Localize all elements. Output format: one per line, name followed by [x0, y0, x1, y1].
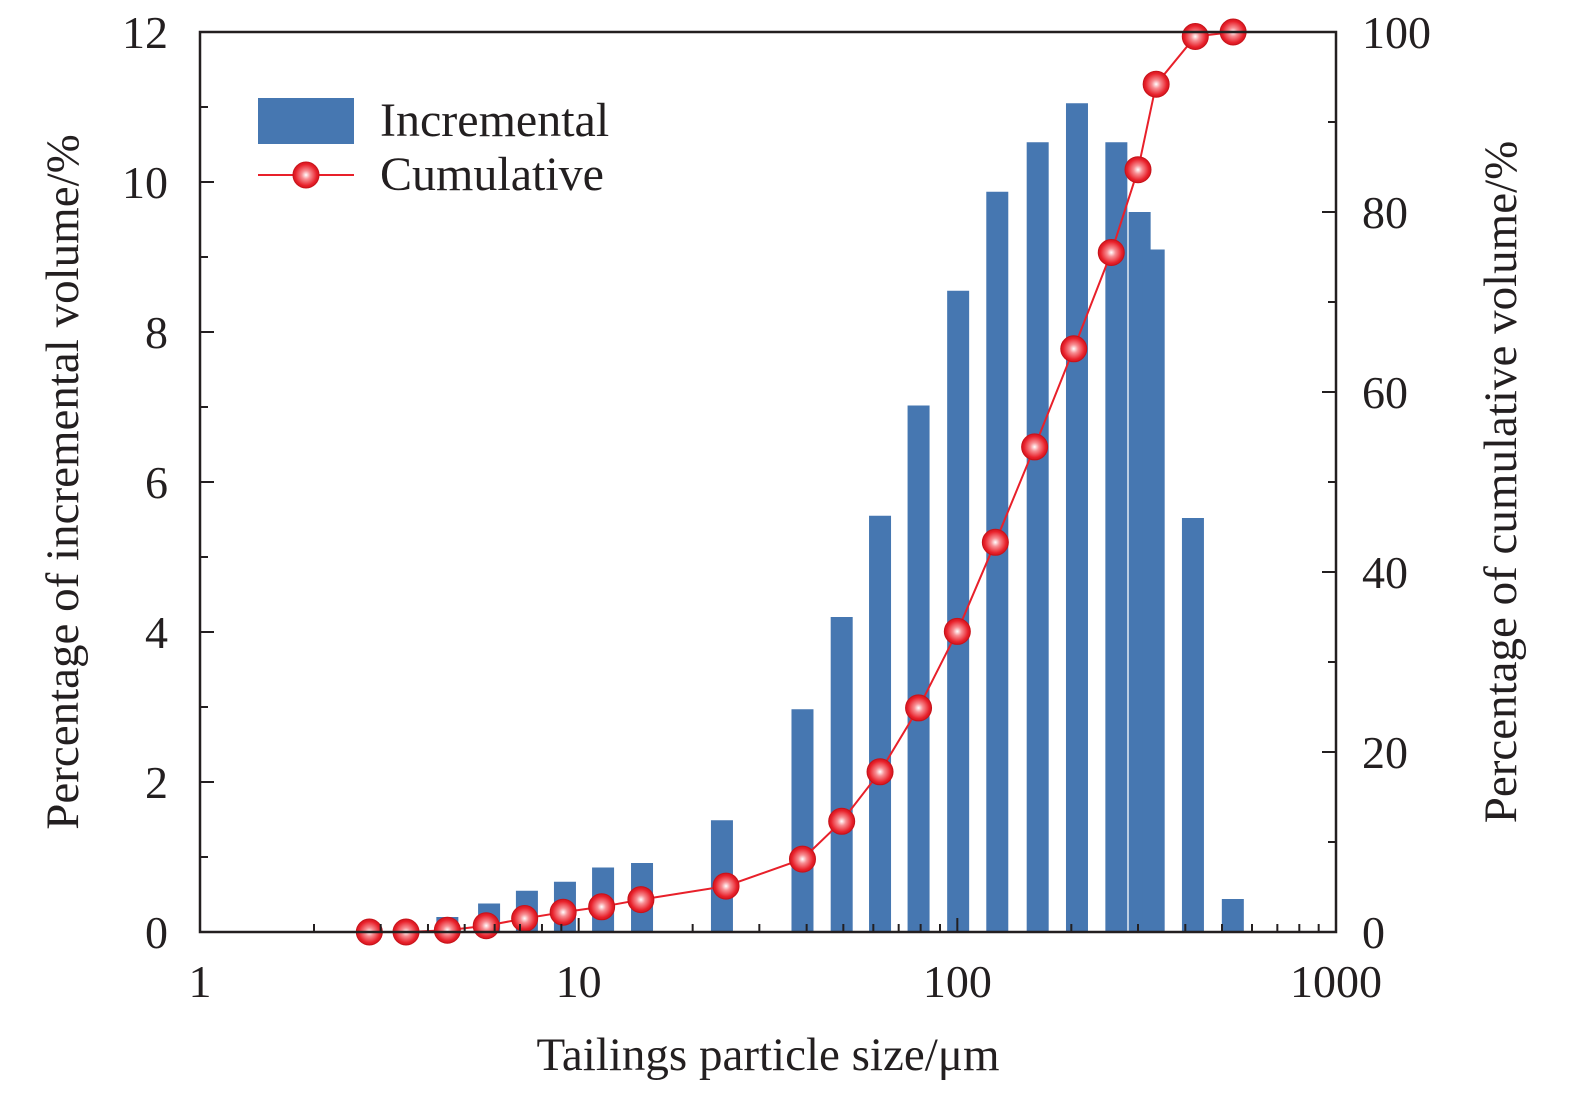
y-right-tick-labels: 0 20 40 60 80 100 — [1322, 7, 1431, 958]
y-left-tick-label: 12 — [122, 7, 168, 58]
y-right-tick-label: 100 — [1362, 7, 1431, 58]
cumulative-point — [1021, 433, 1049, 461]
cumulative-point — [905, 694, 933, 722]
legend: Incremental Cumulative — [258, 94, 609, 201]
y-right-tick-label: 40 — [1362, 547, 1408, 598]
y-left-tick-label: 10 — [122, 157, 168, 208]
y-right-tick-label: 20 — [1362, 727, 1408, 778]
y-right-tick-label: 80 — [1362, 187, 1408, 238]
cumulative-point — [588, 893, 616, 921]
cumulative-point — [1124, 156, 1152, 184]
cumulative-point — [981, 528, 1009, 556]
plot-frame — [198, 30, 1338, 934]
x-tick-label: 1000 — [1290, 956, 1382, 1007]
incremental-bar — [1142, 249, 1165, 932]
incremental-bar — [1221, 899, 1244, 932]
x-minor-ticks — [199, 918, 1320, 932]
y-right-axis-title: Percentage of cumulative volume/% — [1475, 141, 1527, 824]
incremental-bar — [791, 709, 814, 932]
x-tick-label: 10 — [556, 956, 602, 1007]
y-left-tick-label: 8 — [145, 307, 168, 358]
x-tick-label: 100 — [923, 956, 992, 1007]
incremental-bar — [869, 515, 892, 932]
cumulative-point — [1097, 239, 1125, 266]
cumulative-point — [828, 807, 856, 835]
x-tick-labels: 1 10 100 1000 — [189, 956, 1383, 1007]
cumulative-point — [712, 872, 740, 900]
cumulative-point — [433, 916, 461, 944]
cumulative-point — [788, 845, 816, 873]
cumulative-point — [511, 905, 539, 932]
incremental-bar — [1026, 142, 1049, 932]
x-tick-label: 1 — [189, 956, 212, 1007]
y-left-axis-title: Percentage of incremental volume/% — [37, 134, 89, 830]
cumulative-point — [943, 617, 971, 645]
legend-label-incremental: Incremental — [380, 94, 609, 147]
cumulative-point — [627, 886, 655, 914]
cumulative-line — [369, 31, 1234, 933]
y-right-tick-label: 0 — [1362, 907, 1385, 958]
incremental-bar — [1065, 103, 1088, 932]
y-left-tick-label: 0 — [145, 907, 168, 958]
incremental-bar — [1181, 518, 1204, 932]
legend-label-cumulative: Cumulative — [380, 148, 604, 201]
y-left-tick-label: 6 — [145, 457, 168, 508]
y-left-tick-labels: 0 2 4 6 8 10 12 — [122, 7, 214, 958]
incremental-bar — [1105, 142, 1128, 932]
incremental-bar — [907, 405, 930, 932]
legend-marker-cumulative — [292, 161, 320, 189]
cumulative-point — [1181, 23, 1209, 50]
y-left-tick-label: 4 — [145, 607, 168, 658]
y-right-tick-label: 60 — [1362, 367, 1408, 418]
incremental-bar — [947, 290, 970, 932]
incremental-bar — [830, 617, 853, 932]
cumulative-point — [549, 898, 577, 926]
cumulative-point — [1060, 335, 1088, 363]
bars-layer — [436, 103, 1244, 932]
y-left-tick-label: 2 — [145, 757, 168, 808]
x-axis-title: Tailings particle size/μm — [536, 1029, 999, 1081]
cumulative-point — [1142, 70, 1170, 98]
legend-swatch-incremental — [258, 98, 354, 144]
cumulative-point — [866, 758, 894, 786]
incremental-bar — [986, 191, 1009, 932]
